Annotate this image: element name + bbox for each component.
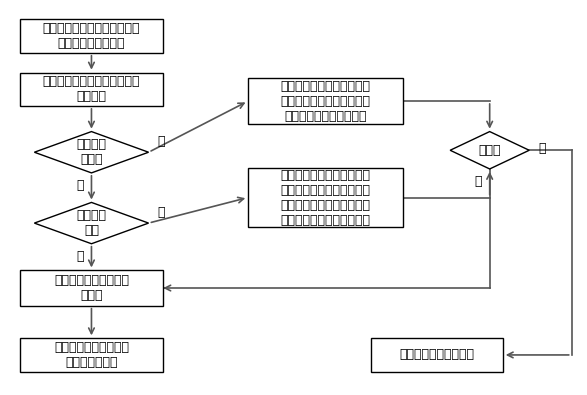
Text: 是: 是 — [157, 135, 165, 148]
Bar — [248, 79, 403, 124]
Text: 水印信息完备性检测模
型输出判断结果: 水印信息完备性检测模 型输出判断结果 — [54, 341, 129, 369]
Bar — [20, 73, 163, 106]
Bar — [248, 168, 403, 227]
Text: 提示图片没有通过检测: 提示图片没有通过检测 — [400, 348, 474, 361]
Text: 否: 否 — [76, 250, 83, 263]
Text: 信号灯类
图片？: 信号灯类 图片？ — [76, 138, 106, 166]
Bar — [20, 19, 163, 53]
Polygon shape — [35, 132, 149, 173]
Text: 否: 否 — [76, 179, 83, 192]
Text: 是: 是 — [538, 142, 545, 155]
Text: 单点测速类图片或区间测速
类图片送入测速类违法分类
模型，判断是否存在图片类
型与备案类型不符合的问题: 单点测速类图片或区间测速 类图片送入测速类违法分类 模型，判断是否存在图片类 型… — [281, 169, 371, 226]
Text: 存在？: 存在？ — [478, 144, 501, 157]
Polygon shape — [450, 132, 529, 169]
Text: 送入水印信息完备性检
测模型: 送入水印信息完备性检 测模型 — [54, 274, 129, 302]
Text: 否: 否 — [474, 175, 482, 188]
Text: 信号灯类图片送入信号灯水
印遮挡判断模型，判断是否
存在水印遮挡信号灯问题: 信号灯类图片送入信号灯水 印遮挡判断模型，判断是否 存在水印遮挡信号灯问题 — [281, 79, 371, 122]
Text: 测速类图
片？: 测速类图 片？ — [76, 209, 106, 237]
Text: 是: 是 — [157, 206, 165, 219]
Text: 对所述待判断图片进行图片类
型的分类: 对所述待判断图片进行图片类 型的分类 — [43, 75, 140, 103]
Bar — [371, 338, 503, 372]
Bar — [20, 270, 163, 306]
Text: 获取待判断图片，提取待判断
图片相关的关键信息: 获取待判断图片，提取待判断 图片相关的关键信息 — [43, 22, 140, 50]
Bar — [20, 338, 163, 372]
Polygon shape — [35, 202, 149, 244]
